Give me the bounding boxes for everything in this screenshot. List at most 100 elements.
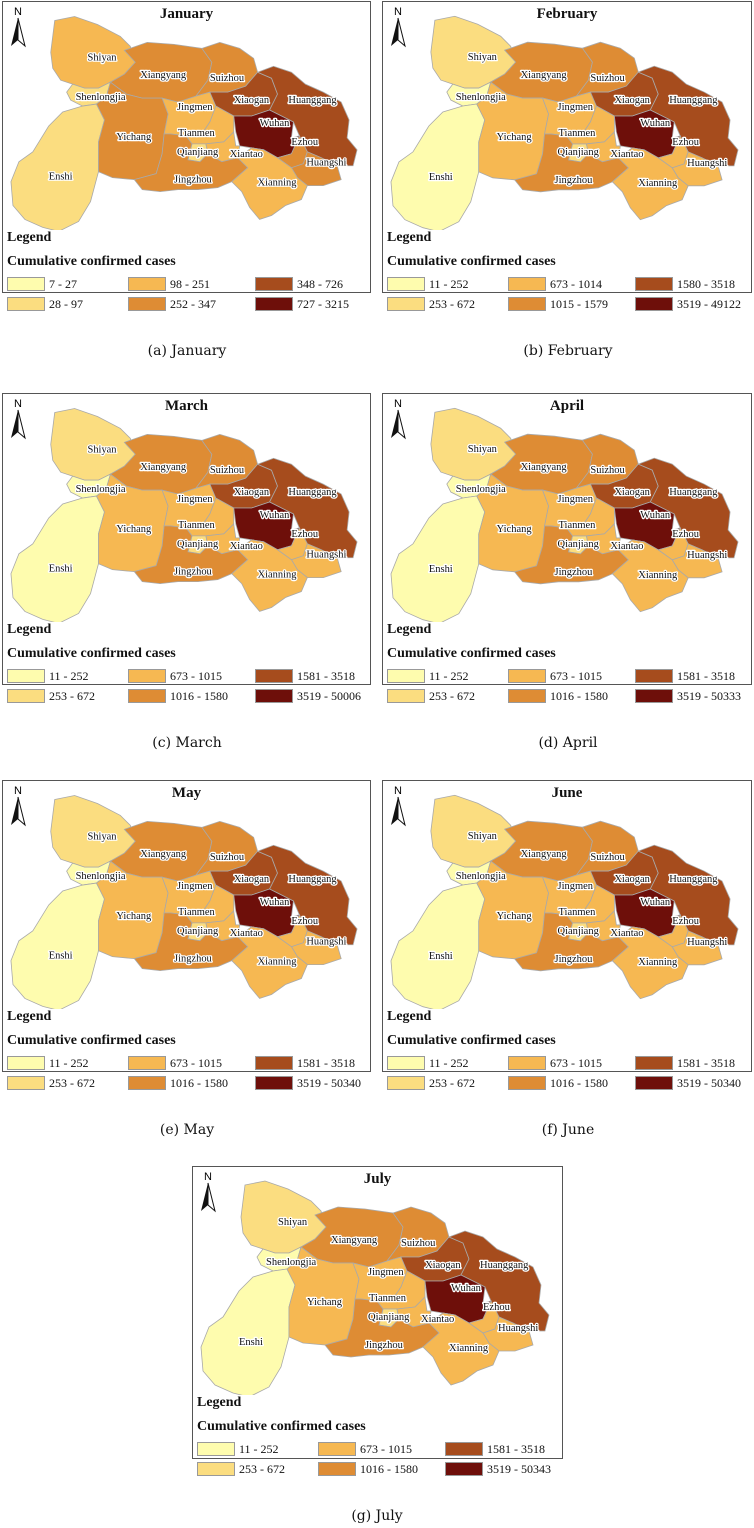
legend-swatch (255, 297, 293, 311)
legend-range-label: 7 - 27 (49, 276, 77, 291)
city-label-xiantao: Xiantao (230, 149, 263, 160)
legend-heading: Legend (7, 230, 52, 245)
city-label-yichang: Yichang (497, 911, 533, 922)
city-label-jingzhou: Jingzhou (174, 567, 212, 578)
legend-subheading: Cumulative confirmed cases (387, 646, 556, 661)
city-label-suizhou: Suizhou (590, 73, 625, 84)
city-label-huanggang: Huanggang (669, 95, 718, 106)
north-arrow-icon: N (11, 6, 26, 48)
region-xianning (231, 147, 308, 220)
legend-item: 252 - 347 (128, 296, 216, 312)
legend-item: 1581 - 3518 (635, 668, 735, 684)
map-panel: February N Shiyan Xiangyang Suizhou Shenlongj… (382, 1, 752, 311)
north-arrow-right (397, 17, 406, 48)
legend-swatch (128, 1076, 166, 1090)
city-label-enshi: Enshi (429, 172, 453, 183)
panel-caption: (e) May (159, 1122, 215, 1138)
north-arrow-right (17, 409, 26, 440)
legend-item: 11 - 252 (7, 1055, 89, 1071)
map-title: June (551, 785, 583, 801)
city-label-tianmen: Tianmen (178, 907, 216, 918)
region-jingzhou (513, 912, 646, 972)
region-jingzhou (133, 525, 265, 584)
map-title: July (363, 1171, 392, 1187)
region-enshi (10, 103, 105, 230)
legend-item: 1580 - 3518 (635, 276, 735, 292)
north-arrow-icon: N (391, 785, 406, 827)
legend-item: 1581 - 3518 (255, 1055, 355, 1071)
city-label-ezhou: Ezhou (672, 916, 700, 927)
hubei-choropleth-map: Shiyan Xiangyang Suizhou Shenlongjia Enshi Yi… (390, 15, 739, 230)
city-label-xiaogan: Xiaogan (614, 874, 650, 885)
north-arrow-icon: N (11, 785, 26, 827)
legend-item: 673 - 1015 (318, 1441, 412, 1457)
legend-item: 1581 - 3518 (445, 1441, 545, 1457)
legend-range-label: 98 - 251 (170, 276, 210, 291)
map-title: January (159, 6, 214, 22)
city-label-suizhou: Suizhou (210, 852, 245, 863)
legend-swatch (445, 1462, 483, 1476)
map-panel: July N Shiyan Xiangyang Suizhou Shenlongjia En… (192, 1166, 563, 1476)
city-label-huanggang: Huanggang (669, 874, 718, 885)
city-label-xiantao: Xiantao (610, 928, 643, 939)
city-label-huanggang: Huanggang (288, 95, 337, 106)
legend-range-label: 11 - 252 (239, 1441, 279, 1456)
city-label-wuhan: Wuhan (260, 510, 291, 521)
city-label-jingmen: Jingmen (177, 102, 213, 113)
city-label-xiaogan: Xiaogan (234, 95, 270, 106)
region-enshi (390, 103, 486, 230)
city-label-xiantao: Xiantao (230, 541, 263, 552)
city-label-ezhou: Ezhou (291, 137, 318, 148)
legend-item: 253 - 672 (7, 1075, 95, 1091)
north-arrow-left (201, 1183, 208, 1211)
city-label-huangshi: Huangshi (306, 937, 346, 948)
legend-item: 11 - 252 (387, 1055, 469, 1071)
city-label-shiyan: Shiyan (468, 831, 498, 842)
legend-item: 7 - 27 (7, 276, 77, 292)
legend-swatch (387, 689, 425, 703)
legend-subheading: Cumulative confirmed cases (7, 646, 176, 661)
legend-range-label: 1581 - 3518 (677, 668, 735, 683)
city-label-wuhan: Wuhan (451, 1283, 482, 1294)
legend-heading: Legend (7, 622, 52, 637)
legend-item: 3519 - 50343 (445, 1461, 551, 1477)
legend-range-label: 253 - 672 (429, 296, 475, 311)
legend-item: 1016 - 1580 (318, 1461, 418, 1477)
region-enshi (10, 495, 105, 622)
hubei-choropleth-map: Shiyan Xiangyang Suizhou Shenlongjia Enshi Yi… (10, 795, 358, 1009)
hubei-choropleth-map: Shiyan Xiangyang Suizhou Shenlongjia Enshi Yi… (200, 1180, 550, 1395)
legend-range-label: 3519 - 50343 (487, 1461, 551, 1476)
legend-item: 11 - 252 (387, 668, 469, 684)
city-label-jingzhou: Jingzhou (365, 1340, 404, 1351)
city-label-tianmen: Tianmen (559, 128, 597, 139)
legend-range-label: 673 - 1015 (550, 1055, 602, 1070)
city-label-xiaogan: Xiaogan (234, 874, 270, 885)
city-label-enshi: Enshi (429, 951, 453, 962)
region-jingzhou (133, 912, 265, 971)
city-label-xiantao: Xiantao (610, 541, 643, 552)
legend-swatch (255, 1056, 293, 1070)
hubei-choropleth-map: Shiyan Xiangyang Suizhou Shenlongjia Enshi Yi… (10, 408, 358, 622)
city-label-shenlongjia: Shenlongjia (76, 92, 126, 103)
city-label-xiantao: Xiantao (421, 1314, 454, 1325)
north-label: N (204, 1171, 212, 1183)
city-label-huangshi: Huangshi (306, 158, 346, 169)
legend-range-label: 673 - 1015 (550, 668, 602, 683)
city-label-qianjiang: Qianjiang (558, 539, 600, 550)
legend-range-label: 3519 - 49122 (677, 296, 741, 311)
city-label-ezhou: Ezhou (291, 916, 318, 927)
legend-item: 1581 - 3518 (255, 668, 355, 684)
city-label-xiangyang: Xiangyang (331, 1235, 378, 1246)
city-label-enshi: Enshi (429, 564, 453, 575)
city-label-huanggang: Huanggang (480, 1260, 529, 1271)
hubei-choropleth-map: Shiyan Xiangyang Suizhou Shenlongjia Enshi Yi… (390, 794, 739, 1009)
city-label-qianjiang: Qianjiang (368, 1312, 410, 1323)
north-arrow-right (397, 796, 406, 827)
north-arrow-left (391, 18, 398, 46)
legend-swatch (508, 277, 546, 291)
legend-subheading: Cumulative confirmed cases (7, 1033, 176, 1048)
legend-range-label: 3519 - 50340 (297, 1075, 361, 1090)
legend-item: 11 - 252 (7, 668, 89, 684)
legend-swatch (128, 689, 166, 703)
city-label-xianning: Xianning (638, 957, 678, 968)
